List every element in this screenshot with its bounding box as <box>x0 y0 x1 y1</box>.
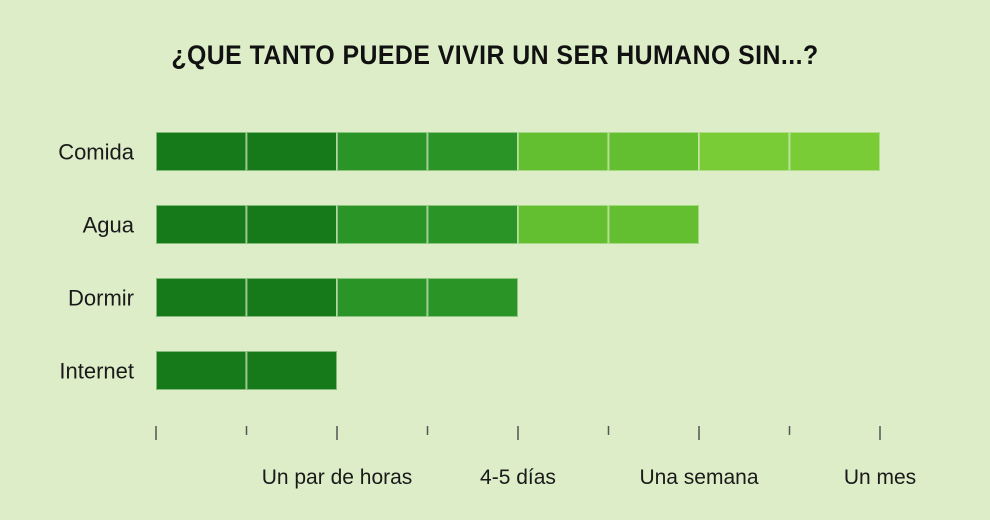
bar-segment-agua-4 <box>426 204 519 245</box>
bar-segment-dormir-3 <box>336 277 429 318</box>
bar-segment-comida-6 <box>607 131 700 172</box>
x-tick-label: 4-5 días <box>480 466 556 489</box>
bar-segment-comida-2 <box>245 131 338 172</box>
category-label-dormir: Dormir <box>68 286 134 311</box>
bar-segment-agua-6 <box>607 204 700 245</box>
bar-segment-agua-2 <box>245 204 338 245</box>
chart-title: ¿QUE TANTO PUEDE VIVIR UN SER HUMANO SIN… <box>171 40 819 70</box>
x-tick-label: Una semana <box>639 466 758 489</box>
bar-segment-internet-1 <box>155 350 248 391</box>
bar-segment-comida-8 <box>788 131 881 172</box>
bar-segment-comida-1 <box>155 131 248 172</box>
x-tick-label: Un mes <box>844 466 916 489</box>
bar-segment-dormir-2 <box>245 277 338 318</box>
category-label-internet: Internet <box>59 359 134 384</box>
x-tick-label: Un par de horas <box>262 466 413 489</box>
bar-segment-internet-2 <box>245 350 338 391</box>
bar-segment-agua-5 <box>517 204 610 245</box>
bar-segment-dormir-4 <box>426 277 519 318</box>
bar-segment-comida-3 <box>336 131 429 172</box>
bars-group <box>155 131 881 391</box>
bar-segment-comida-7 <box>698 131 791 172</box>
x-axis: Un par de horas 4-5 días Una semana Un mes <box>155 426 916 489</box>
category-labels: Comida Agua Dormir Internet <box>58 140 135 384</box>
bar-segment-agua-1 <box>155 204 248 245</box>
bar-segment-comida-5 <box>517 131 610 172</box>
bar-segment-agua-3 <box>336 204 429 245</box>
bar-segment-comida-4 <box>426 131 519 172</box>
category-label-comida: Comida <box>58 140 135 165</box>
bar-segment-dormir-1 <box>155 277 248 318</box>
category-label-agua: Agua <box>83 213 135 238</box>
